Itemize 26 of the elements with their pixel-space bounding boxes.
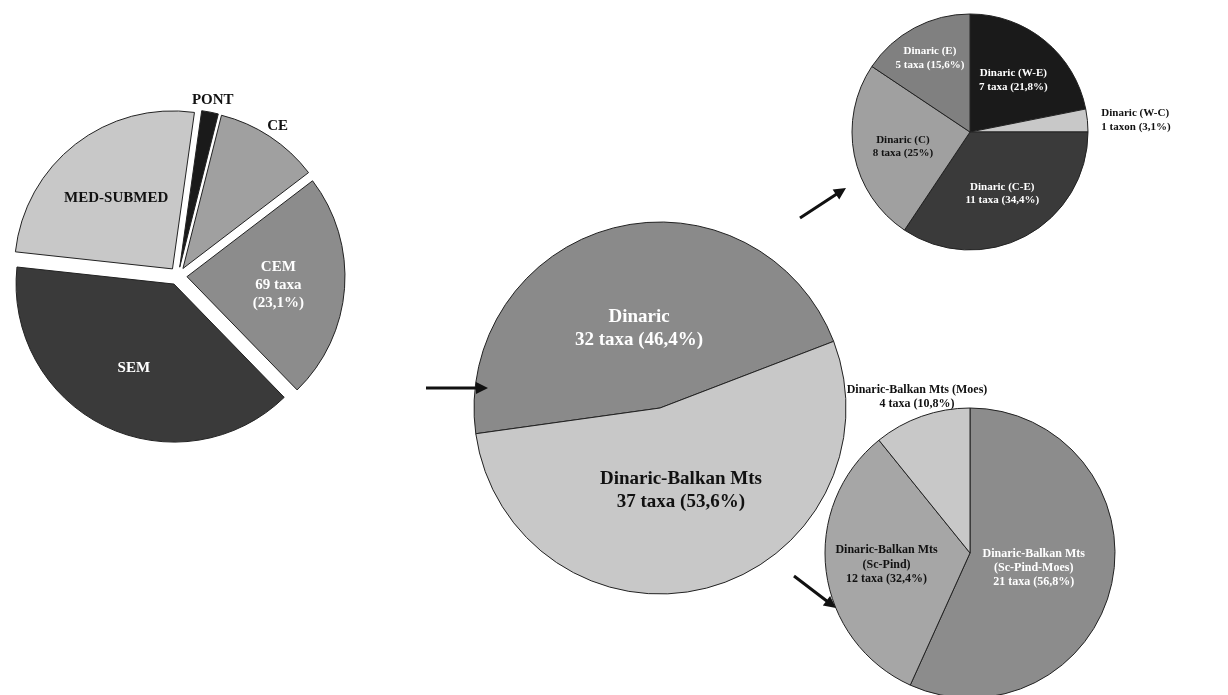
slice-label: Dinaric-Balkan Mts (Moes) [846, 381, 988, 396]
slice-label: Dinaric [608, 305, 670, 327]
data-label: 7 taxa (21,8%) [979, 79, 1049, 93]
slice-label: Dinaric (W-E) [979, 66, 1048, 80]
slice-label: CE [267, 117, 289, 134]
slice-label: Dinaric-Balkan Mts (Sc-Pind-Moes) [982, 545, 1086, 574]
slice-label: CEM [260, 257, 296, 274]
data-label: 69 taxa (23,1%) [252, 275, 304, 311]
slice-label: SEM [117, 358, 151, 375]
slice-label: Dinaric (W-C) [1101, 106, 1170, 120]
data-label: 32 taxa (46,4%) [574, 328, 704, 351]
slice-label: Dinaric-Balkan Mts (Sc-Pind) [835, 542, 939, 571]
slice-label: Dinaric (E) [903, 44, 957, 58]
data-label: 21 taxa (56,8%) [993, 574, 1075, 589]
slice-label: MED-SUBMED [64, 188, 169, 205]
data-label: 4 taxa (10,8%) [879, 396, 955, 411]
data-label: 11 taxa (34,4%) [965, 192, 1040, 206]
data-label: 12 taxa (32,4%) [846, 571, 928, 586]
data-label: 5 taxa (15,6%) [895, 57, 965, 71]
slice-label: Dinaric (C) [876, 132, 930, 146]
data-label: 37 taxa (53,6%) [616, 490, 746, 513]
data-label: 1 taxon (3,1%) [1101, 119, 1172, 133]
slice-label: PONT [191, 90, 234, 107]
data-label: 8 taxa (25%) [872, 145, 934, 159]
slice-label: Dinaric-Balkan Mts [599, 467, 762, 489]
slice-label: Dinaric (C-E) [970, 179, 1035, 193]
